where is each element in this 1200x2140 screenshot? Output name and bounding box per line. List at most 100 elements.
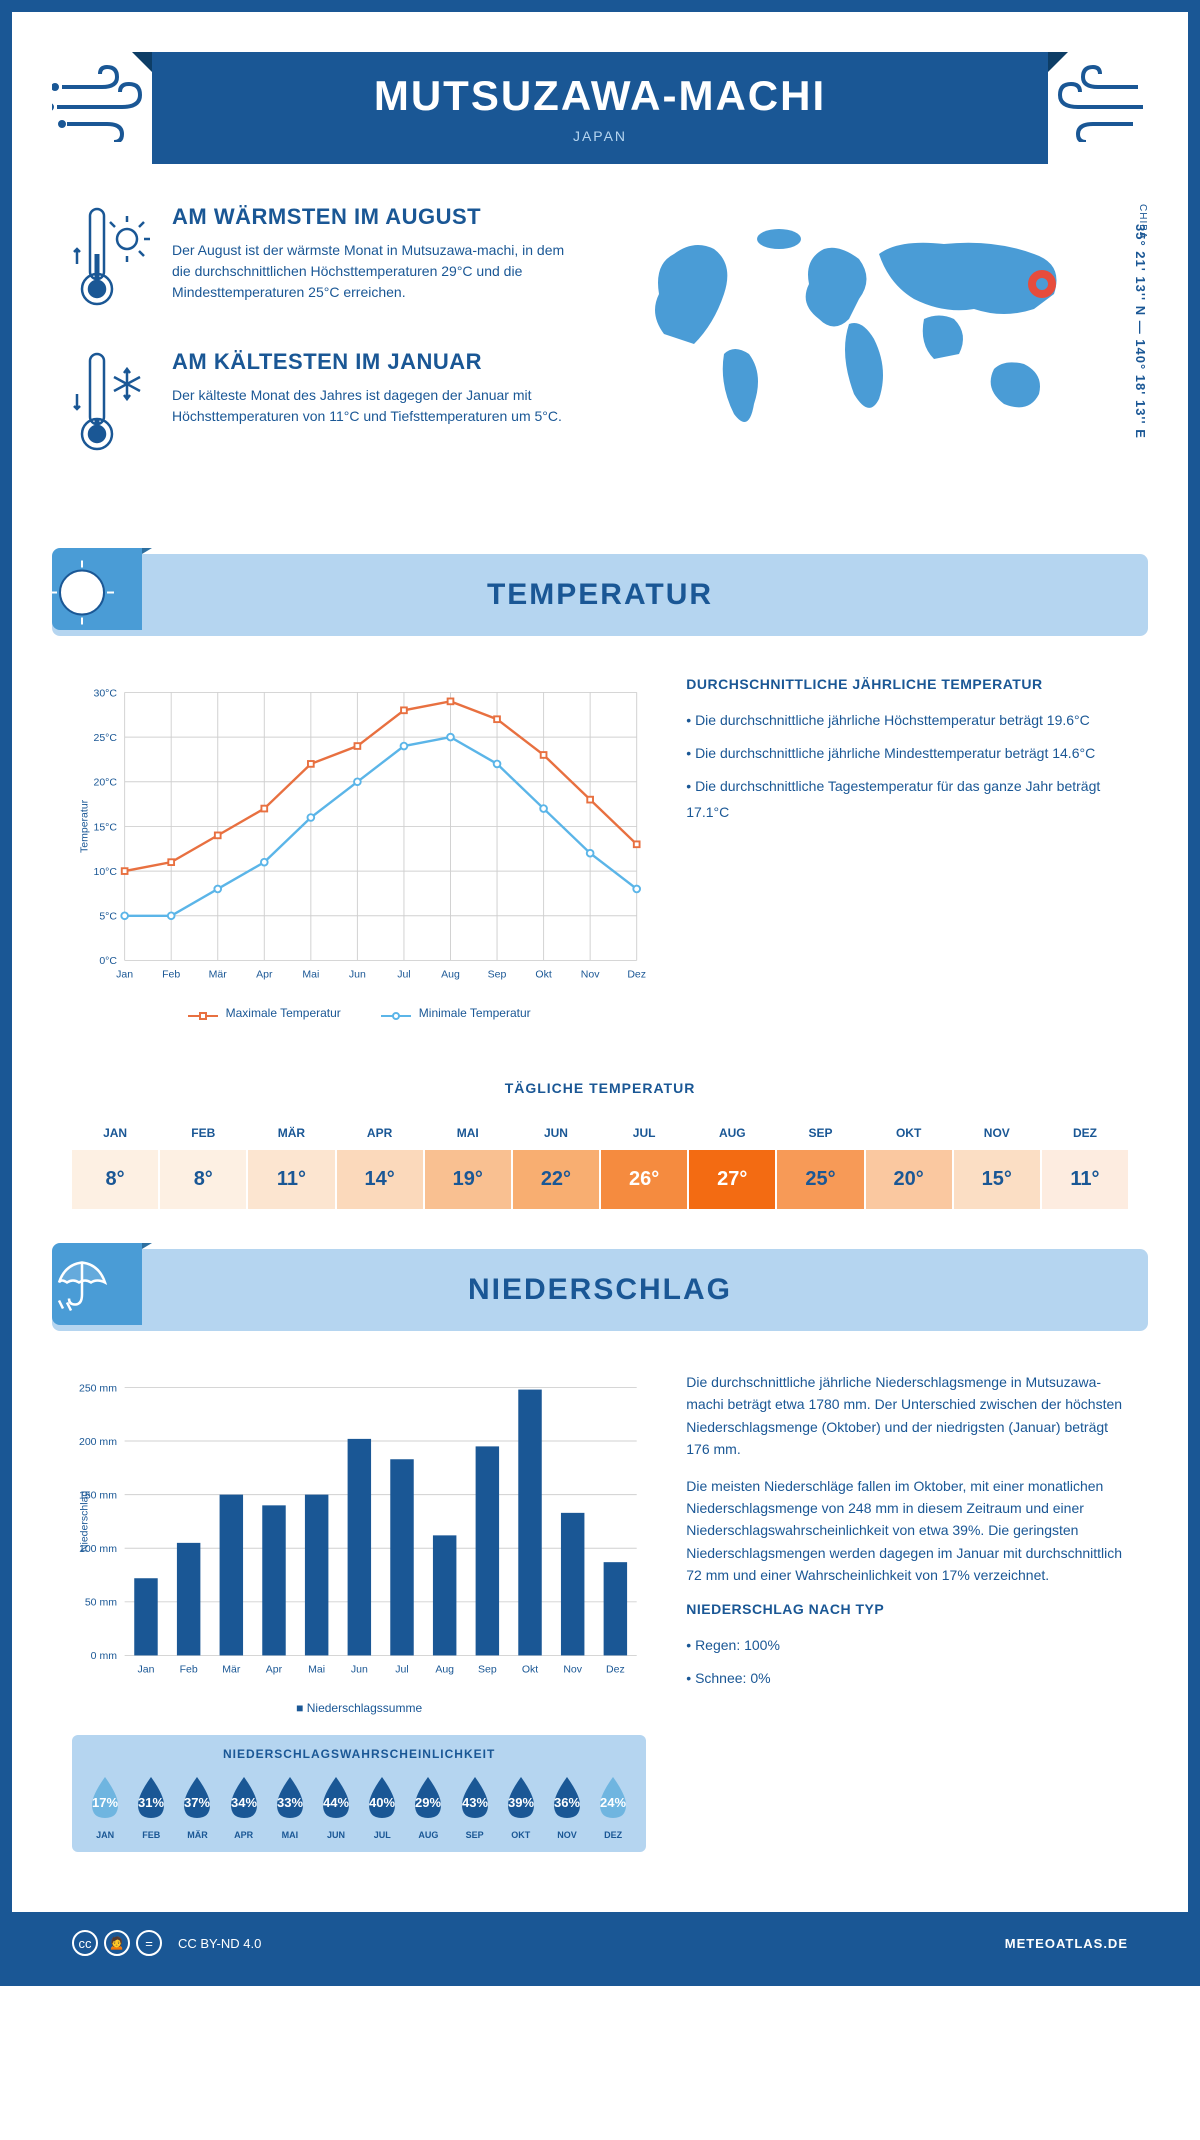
world-map: [620, 204, 1128, 464]
svg-text:Temperatur: Temperatur: [78, 799, 90, 853]
precip-para: Die durchschnittliche jährliche Niedersc…: [686, 1371, 1128, 1461]
svg-text:Sep: Sep: [488, 969, 507, 981]
svg-text:17%: 17%: [92, 1795, 118, 1810]
svg-text:Mär: Mär: [222, 1664, 241, 1676]
svg-text:Jan: Jan: [137, 1664, 154, 1676]
page-subtitle: JAPAN: [192, 128, 1008, 144]
svg-text:Feb: Feb: [162, 969, 180, 981]
svg-text:31%: 31%: [138, 1795, 164, 1810]
svg-text:40%: 40%: [369, 1795, 395, 1810]
probability-drop: 31% FEB: [130, 1773, 172, 1840]
svg-text:25°C: 25°C: [93, 732, 117, 744]
svg-text:Aug: Aug: [435, 1664, 454, 1676]
svg-text:Sep: Sep: [478, 1664, 497, 1676]
probability-drop: 33% MAI: [269, 1773, 311, 1840]
probability-drop: 39% OKT: [500, 1773, 542, 1840]
temp-table-cell: AUG27°: [689, 1116, 775, 1209]
coordinates-label: 35° 21' 13'' N — 140° 18' 13'' E: [1133, 224, 1148, 439]
svg-text:44%: 44%: [323, 1795, 349, 1810]
svg-text:Aug: Aug: [441, 969, 460, 981]
sun-icon: [47, 558, 117, 633]
svg-text:Jun: Jun: [351, 1664, 368, 1676]
temp-table-cell: APR14°: [337, 1116, 423, 1209]
thermometer-cold-icon: [72, 349, 152, 464]
svg-text:Dez: Dez: [606, 1664, 625, 1676]
temp-table-cell: OKT20°: [866, 1116, 952, 1209]
probability-drop: 37% MÄR: [176, 1773, 218, 1840]
svg-text:Feb: Feb: [180, 1664, 198, 1676]
daily-temp-heading: TÄGLICHE TEMPERATUR: [12, 1080, 1188, 1096]
svg-text:0 mm: 0 mm: [91, 1650, 118, 1662]
svg-text:34%: 34%: [231, 1795, 257, 1810]
temp-table-cell: JAN8°: [72, 1116, 158, 1209]
probability-drop: 44% JUN: [315, 1773, 357, 1840]
probability-drop: 24% DEZ: [592, 1773, 634, 1840]
temperature-line-chart: 0°C 5°C 10°C 15°C 20°C 25°C 30°C Jan Feb Mär Apr Ma…: [72, 676, 646, 996]
site-name: METEOATLAS.DE: [1005, 1936, 1128, 1951]
precip-bullet: Schnee: 0%: [686, 1666, 1128, 1691]
svg-text:Jan: Jan: [116, 969, 133, 981]
cold-heading: AM KÄLTESTEN IM JANUAR: [172, 349, 580, 375]
daily-temp-table: JAN8°FEB8°MÄR11°APR14°MAI19°JUN22°JUL26°…: [72, 1116, 1128, 1209]
svg-text:33%: 33%: [277, 1795, 303, 1810]
temp-bullet: Die durchschnittliche Tagestemperatur fü…: [686, 774, 1128, 824]
svg-text:Jul: Jul: [395, 1664, 408, 1676]
svg-text:Okt: Okt: [535, 969, 551, 981]
svg-text:10°C: 10°C: [93, 866, 117, 878]
probability-drop: 29% AUG: [407, 1773, 449, 1840]
temp-bullet: Die durchschnittliche jährliche Höchstte…: [686, 708, 1128, 733]
svg-text:15°C: 15°C: [93, 821, 117, 833]
svg-text:Mär: Mär: [209, 969, 228, 981]
temp-table-cell: MAI19°: [425, 1116, 511, 1209]
temp-table-cell: DEZ11°: [1042, 1116, 1128, 1209]
svg-text:Nov: Nov: [563, 1664, 582, 1676]
probability-drop: 40% JUL: [361, 1773, 403, 1840]
svg-text:29%: 29%: [415, 1795, 441, 1810]
temp-bullet: Die durchschnittliche jährliche Mindestt…: [686, 741, 1128, 766]
legend-max-label: Maximale Temperatur: [226, 1006, 341, 1020]
legend-min-label: Minimale Temperatur: [419, 1006, 531, 1020]
thermometer-hot-icon: [72, 204, 152, 319]
section-banner-precipitation: NIEDERSCHLAG: [52, 1249, 1148, 1331]
precip-type-heading: NIEDERSCHLAG NACH TYP: [686, 1601, 1128, 1617]
svg-text:36%: 36%: [554, 1795, 580, 1810]
temp-text-heading: DURCHSCHNITTLICHE JÄHRLICHE TEMPERATUR: [686, 676, 1128, 692]
svg-text:200 mm: 200 mm: [79, 1436, 117, 1448]
svg-text:30°C: 30°C: [93, 687, 117, 699]
temp-table-cell: FEB8°: [160, 1116, 246, 1209]
probability-drop: 36% NOV: [546, 1773, 588, 1840]
precip-bullet: Regen: 100%: [686, 1633, 1128, 1658]
section-title-temp: TEMPERATUR: [92, 578, 1108, 612]
svg-text:39%: 39%: [508, 1795, 534, 1810]
svg-text:Niederschlag: Niederschlag: [78, 1491, 90, 1553]
svg-text:20°C: 20°C: [93, 777, 117, 789]
svg-text:Apr: Apr: [256, 969, 273, 981]
svg-text:0°C: 0°C: [99, 955, 117, 967]
umbrella-icon: [47, 1253, 117, 1328]
probability-box: NIEDERSCHLAGSWAHRSCHEINLICHKEIT 17% JAN …: [72, 1735, 646, 1852]
section-title-precip: NIEDERSCHLAG: [92, 1273, 1108, 1307]
svg-text:50 mm: 50 mm: [85, 1597, 117, 1609]
section-banner-temperature: TEMPERATUR: [52, 554, 1148, 636]
wind-icon: [52, 62, 162, 147]
page-title: MUTSUZAWA-MACHI: [192, 72, 1008, 120]
temp-table-cell: NOV15°: [954, 1116, 1040, 1209]
svg-text:Okt: Okt: [522, 1664, 538, 1676]
svg-text:Nov: Nov: [581, 969, 600, 981]
svg-text:5°C: 5°C: [99, 911, 117, 923]
cc-icon: cc: [72, 1930, 98, 1956]
svg-text:250 mm: 250 mm: [79, 1382, 117, 1394]
svg-text:Apr: Apr: [266, 1664, 283, 1676]
probability-drop: 17% JAN: [84, 1773, 126, 1840]
nd-icon: =: [136, 1930, 162, 1956]
chart-legend: Maximale Temperatur Minimale Temperatur: [72, 1006, 646, 1020]
cold-text: Der kälteste Monat des Jahres ist dagege…: [172, 385, 580, 427]
header-banner: MUTSUZAWA-MACHI JAPAN: [152, 52, 1048, 164]
wind-icon: [1038, 62, 1148, 147]
svg-text:37%: 37%: [184, 1795, 210, 1810]
svg-text:Mai: Mai: [302, 969, 319, 981]
svg-text:Jun: Jun: [349, 969, 366, 981]
temp-table-cell: MÄR11°: [248, 1116, 334, 1209]
svg-text:Mai: Mai: [308, 1664, 325, 1676]
svg-text:Jul: Jul: [397, 969, 410, 981]
